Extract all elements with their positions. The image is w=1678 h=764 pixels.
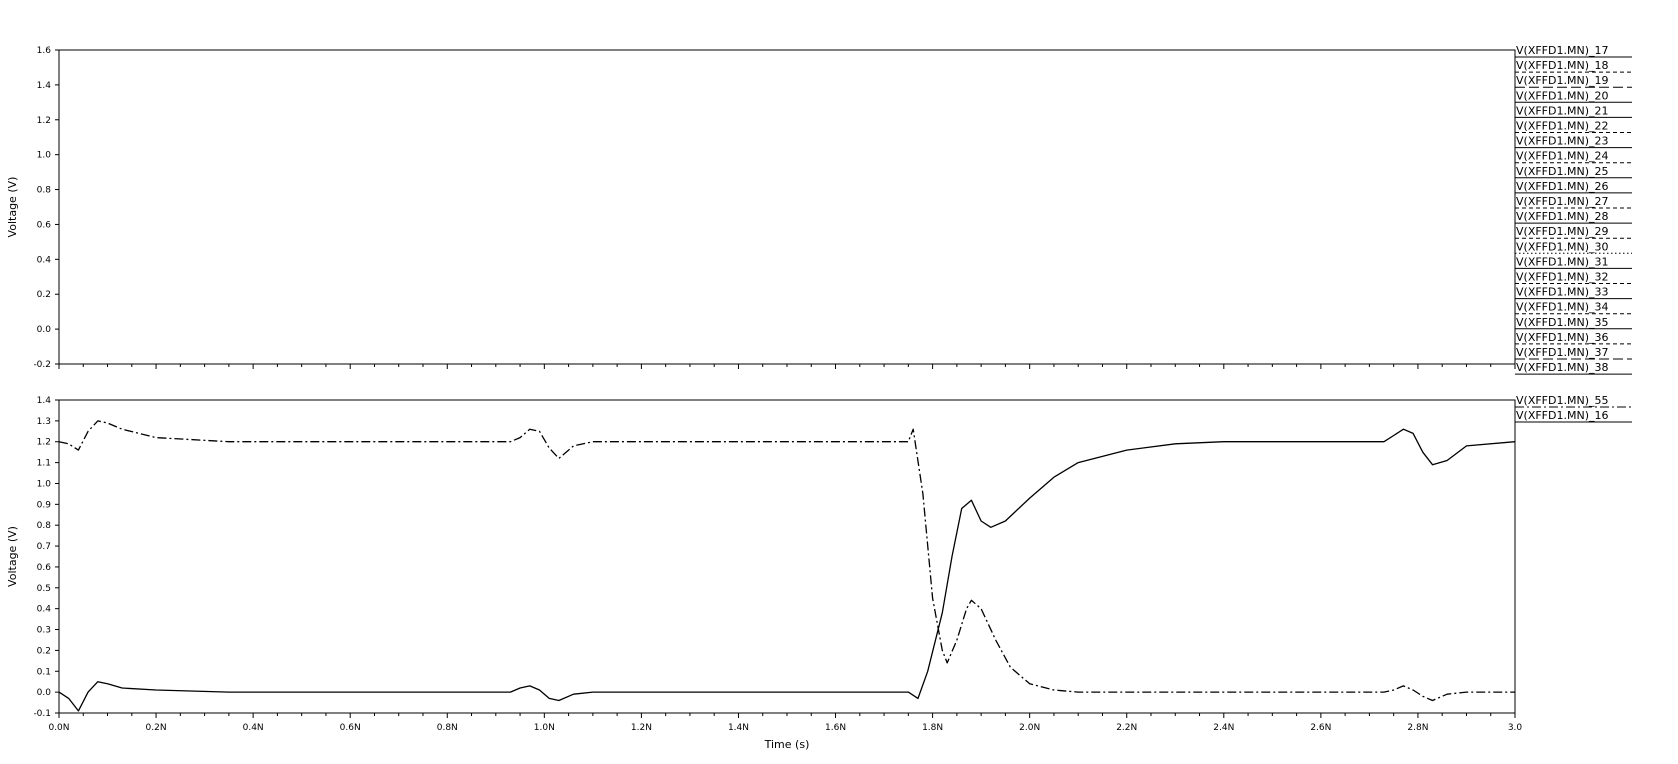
x-tick-label: 1.2N [631,723,652,733]
legend-label: V(XFFD1.MN)_25 [1516,165,1608,178]
legend-label: V(XFFD1.MN)_29 [1516,225,1608,238]
legend-label: V(XFFD1.MN)_37 [1516,346,1608,359]
legend-label: V(XFFD1.MN)_24 [1516,150,1608,163]
y-tick-label: 0.4 [37,605,52,615]
x-tick-label: 1.0N [534,723,555,733]
legend-label: V(XFFD1.MN)_33 [1516,286,1608,299]
x-tick-label: 0.6N [340,723,361,733]
legend-label: V(XFFD1.MN)_28 [1516,210,1608,223]
legend-label: V(XFFD1.MN)_27 [1516,195,1608,208]
y-tick-label: 0.4 [37,255,52,265]
x-tick-label: 0.4N [243,723,264,733]
y-tick-label: 0.0 [37,325,52,335]
x-tick-label: 2.6N [1310,723,1331,733]
y-tick-label: 1.2 [37,116,51,126]
legend-label: V(XFFD1.MN)_22 [1516,120,1608,133]
x-tick-label: 2.2N [1116,723,1137,733]
plot-panel-1: 1.6 1.4 1.2 1.0 0.8 0.6 0.4 0.2 0.0 -0.2 Voltage (… [6,44,1632,375]
series-line-1 [58,420,1515,702]
y-tick-label: 0.0 [37,688,52,698]
y-tick-label: 0.9 [37,500,52,510]
y-tick-label: 1.2 [37,438,51,448]
legend-label: V(XFFD1.MN)_30 [1516,240,1608,253]
y-tick-label: 1.0 [37,479,52,489]
x-tick-label: 0.2N [146,723,167,733]
y-tick-label: 0.5 [37,584,51,594]
x-tick-label: 0.8N [437,723,458,733]
y-tick-label: -0.1 [33,709,51,719]
legend-label: V(XFFD1.MN)_32 [1516,271,1608,284]
y-tick-label: 1.0 [37,151,52,161]
x-tick-label: 1.4N [728,723,749,733]
legend-label: V(XFFD1.MN)_23 [1516,135,1608,148]
y-tick-label: 0.2 [37,646,51,656]
y-tick-label: 1.1 [37,459,51,469]
plot-panel-2: 1.4 1.3 1.2 1.1 1.0 0.9 0.8 0.7 0.6 0.5 0.4 0.3 0.2 0… [6,394,1632,751]
y-tick-label: 0.2 [37,290,51,300]
series-line-2 [58,428,1516,712]
legend-label: V(XFFD1.MN)_26 [1516,180,1608,193]
x-tick-label: 2.4N [1213,723,1234,733]
legend-label: V(XFFD1.MN)_35 [1516,316,1608,329]
x-tick-label: 2.8N [1407,723,1428,733]
x-tick-label: 0.0N [48,723,69,733]
y-tick-label: 0.6 [37,220,52,230]
legend-label: V(XFFD1.MN)_38 [1516,361,1608,374]
legend-label: V(XFFD1.MN)_19 [1516,74,1608,87]
y-tick-label: 0.6 [37,563,52,573]
y-tick-label: 1.6 [37,46,52,56]
plot-frame [58,49,1516,365]
plot-frame [58,399,1516,714]
legend-label: V(XFFD1.MN)_34 [1516,301,1608,314]
y-tick-label: 0.7 [37,542,51,552]
x-tick-label: 2.0N [1019,723,1040,733]
legend-label: V(XFFD1.MN)_18 [1516,59,1608,72]
y-axis-title: Voltage (V) [6,526,19,587]
x-tick-label: 3.0 [1508,723,1523,733]
legend-label: V(XFFD1.MN)_17 [1516,44,1608,57]
y-axis-title: Voltage (V) [6,177,19,238]
y-tick-label: 0.3 [37,626,51,636]
y-tick-label: -0.2 [33,360,51,370]
x-tick-label: 1.6N [825,723,846,733]
y-tick-label: 0.1 [37,667,51,677]
y-tick-label: 1.4 [37,81,52,91]
legend-label: V(XFFD1.MN)_31 [1516,255,1608,268]
legend-label: V(XFFD1.MN)_20 [1516,89,1608,102]
y-tick-label: 0.8 [37,186,52,196]
x-axis-title: Time (s) [764,738,810,751]
y-tick-label: 1.3 [37,417,51,427]
legend-label: V(XFFD1.MN)_16 [1516,409,1608,422]
x-tick-label: 1.8N [922,723,943,733]
legend-label: V(XFFD1.MN)_21 [1516,104,1608,117]
legend-label: V(XFFD1.MN)_55 [1516,394,1608,407]
y-tick-label: 0.8 [37,521,52,531]
legend-label: V(XFFD1.MN)_36 [1516,331,1608,344]
y-tick-label: 1.4 [37,396,52,406]
